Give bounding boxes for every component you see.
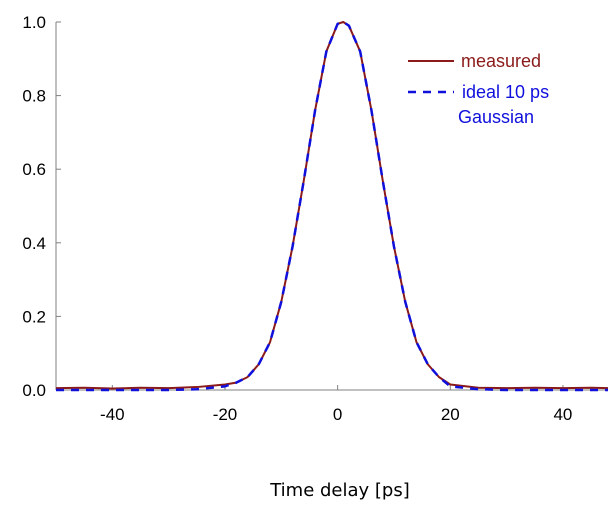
y-tick-label: 0.6 [22,160,46,179]
legend-ideal-label-line1: ideal 10 ps [462,82,549,102]
x-tick-label: -20 [213,405,238,424]
x-axis-title: Time delay [ps] [269,480,410,501]
y-tick-label: 0.8 [22,87,46,106]
y-tick-label: 0.2 [22,307,46,326]
y-tick-label: 1.0 [22,13,46,32]
series-layer [55,20,609,392]
axes [55,22,608,391]
legend-ideal-label-line2: Gaussian [458,107,534,127]
y-tick-label: 0.4 [22,234,46,253]
x-tick-label: 0 [333,405,342,424]
x-tick-label: 20 [441,405,460,424]
ticks: 0.0 0.2 0.4 0.6 0.8 1.0 -40 -20 0 20 40 [22,13,572,424]
series-ideal-gaussian-line [56,20,608,392]
legend: measured ideal 10 ps Gaussian [408,51,549,127]
series-measured-line [55,21,609,390]
y-tick-label: 0.0 [22,381,46,400]
x-tick-label: -40 [100,405,125,424]
legend-measured-label: measured [461,51,541,71]
x-tick-label: 40 [553,405,572,424]
